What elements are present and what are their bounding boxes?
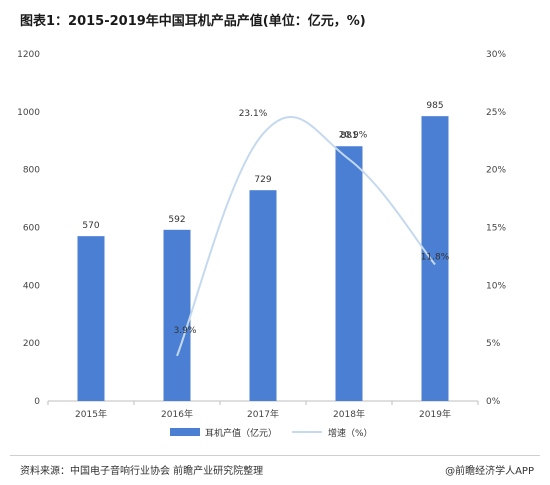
x-tick-label: 2019年	[419, 408, 451, 420]
growth-value-label: 20.9%	[339, 130, 368, 140]
y-left-tick-label: 1200	[17, 50, 40, 60]
y-left-tick-label: 200	[23, 339, 40, 349]
y-right-tick-label: 0%	[486, 397, 501, 407]
chart-title: 图表1：2015-2019年中国耳机产品产值(单位：亿元，%)	[20, 14, 366, 29]
bar-value-label: 985	[426, 101, 443, 111]
y-right-tick-label: 15%	[486, 224, 506, 234]
legend-line-label: 增速（%）	[328, 427, 373, 439]
y-left-tick-label: 800	[23, 166, 40, 176]
legend-bar-swatch	[170, 428, 200, 436]
y-left-tick-label: 400	[23, 281, 40, 291]
legend: 耳机产值（亿元） 增速（%）	[170, 427, 373, 439]
bar	[421, 116, 449, 401]
bar-value-label: 881	[340, 131, 357, 141]
x-tick-label: 2016年	[161, 408, 193, 420]
bar	[163, 229, 191, 401]
x-tick-label: 2018年	[333, 408, 365, 420]
brand-credit: @前瞻经济学人APP	[445, 466, 534, 477]
y-left-tick-label: 0	[34, 397, 40, 407]
bar-value-label: 570	[82, 221, 99, 231]
growth-line	[176, 116, 436, 357]
bar-value-label: 592	[168, 215, 185, 225]
growth-value-label: 11.8%	[421, 253, 450, 263]
x-tick-label: 2017年	[247, 408, 279, 420]
footer-divider	[10, 455, 540, 456]
y-right-tick-label: 5%	[486, 339, 501, 349]
chart: 2015年 2016年 2017年 2018年 2019年 0 200 400 600 800 10…	[17, 50, 506, 439]
y-right-tick-label: 10%	[486, 281, 506, 291]
legend-bar-label: 耳机产值（亿元）	[205, 427, 277, 439]
source-note: 资料来源：中国电子音响行业协会 前瞻产业研究院整理	[20, 466, 264, 477]
bar-value-label: 729	[254, 175, 271, 185]
data-labels: 570 592 729 881 985 3.9% 23.1% 20.9% 11.8%	[82, 101, 449, 336]
bar	[335, 146, 363, 401]
x-tick-label: 2015年	[75, 408, 107, 420]
y-right-tick-label: 20%	[486, 166, 506, 176]
bar	[77, 236, 105, 401]
y-left-tick-label: 600	[23, 224, 40, 234]
bar	[249, 190, 277, 401]
y-right-tick-label: 25%	[486, 108, 506, 118]
y-left-tick-label: 1000	[17, 108, 40, 118]
growth-value-label: 23.1%	[239, 109, 268, 119]
growth-value-label: 3.9%	[174, 326, 197, 336]
bars	[77, 116, 449, 401]
growth-line-path	[176, 116, 436, 357]
y-right-tick-label: 30%	[486, 50, 506, 60]
